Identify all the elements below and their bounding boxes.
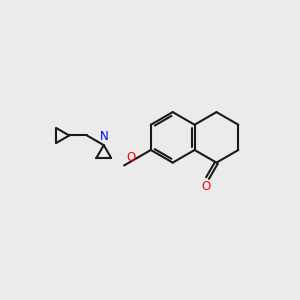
- Text: O: O: [201, 181, 211, 194]
- Text: O: O: [126, 151, 135, 164]
- Text: N: N: [100, 130, 109, 143]
